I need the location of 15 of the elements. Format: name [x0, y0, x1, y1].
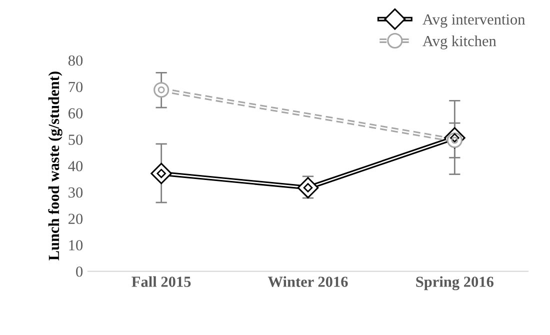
y-tick-label: 40 — [68, 160, 83, 172]
y-axis-title: Lunch food waste (g/student) — [48, 72, 62, 260]
y-tick-label: 30 — [68, 187, 83, 198]
x-tick-label: Spring 2016 — [416, 276, 494, 290]
y-tick-label: 20 — [68, 214, 83, 224]
y-tick-label: 70 — [68, 82, 83, 92]
legend-label: Avg kitchen — [422, 35, 496, 50]
y-tick-label: 60 — [68, 108, 83, 119]
x-tick-label: Winter 2016 — [268, 276, 348, 288]
legend-label: Avg intervention — [422, 14, 526, 28]
y-tick-label: 10 — [69, 240, 83, 250]
y-tick-label: 0 — [76, 266, 83, 277]
x-tick-label: Fall 2015 — [132, 276, 191, 287]
y-tick-label: 50 — [68, 134, 83, 145]
y-tick-label: 80 — [68, 55, 83, 66]
